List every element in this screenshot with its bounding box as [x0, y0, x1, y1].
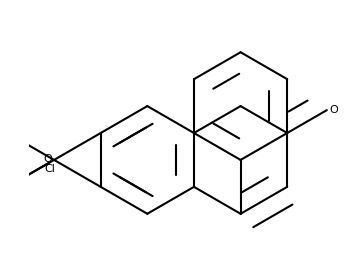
Text: O: O [43, 154, 52, 164]
Text: Cl: Cl [44, 164, 55, 174]
Text: O: O [330, 105, 339, 115]
